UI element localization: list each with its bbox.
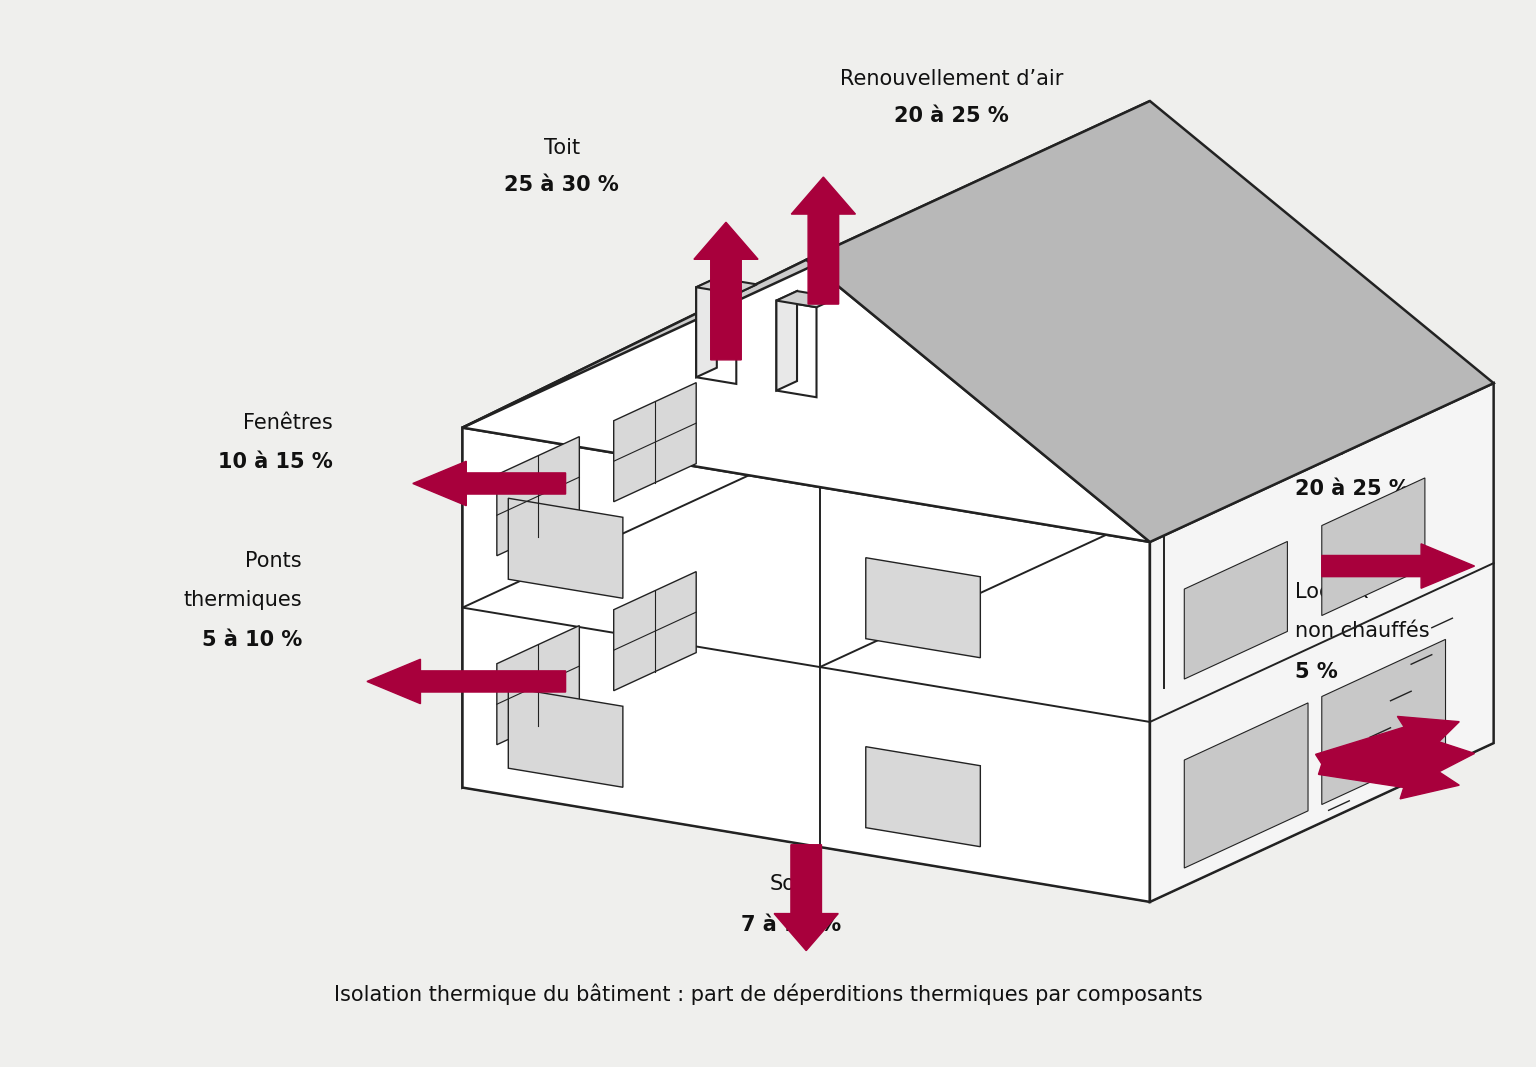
Text: Renouvellement d’air: Renouvellement d’air [840,69,1063,89]
Polygon shape [696,287,736,384]
Polygon shape [496,436,579,556]
Polygon shape [614,572,696,690]
Polygon shape [696,277,717,378]
Polygon shape [614,383,696,501]
Text: thermiques: thermiques [183,590,303,609]
Text: Sols: Sols [770,874,813,894]
FancyArrow shape [1315,716,1459,774]
FancyArrow shape [774,845,839,951]
Text: Murs: Murs [1295,440,1346,460]
FancyArrow shape [1318,753,1459,799]
Polygon shape [866,747,980,847]
Text: 20 à 25 %: 20 à 25 % [1295,479,1410,498]
Polygon shape [776,301,817,397]
Text: 20 à 25 %: 20 à 25 % [894,106,1009,126]
Polygon shape [776,291,797,391]
Polygon shape [462,260,1150,542]
FancyArrow shape [367,659,565,703]
Polygon shape [462,628,1493,902]
Polygon shape [866,558,980,657]
Polygon shape [1322,478,1425,616]
Text: Isolation thermique du bâtiment : part de déperditions thermiques par composants: Isolation thermique du bâtiment : part d… [333,984,1203,1005]
Polygon shape [462,101,1150,428]
Text: 5 à 10 %: 5 à 10 % [201,630,303,650]
Text: 5 %: 5 % [1295,662,1338,682]
Polygon shape [776,291,837,307]
Text: 25 à 30 %: 25 à 30 % [504,175,619,194]
FancyArrow shape [694,222,759,360]
Text: non chauffés: non chauffés [1295,621,1430,641]
Polygon shape [1322,639,1445,805]
Polygon shape [696,277,757,293]
FancyArrow shape [791,177,856,304]
Text: Toit: Toit [544,138,579,158]
Polygon shape [462,269,806,787]
Polygon shape [1150,383,1493,902]
Polygon shape [508,498,624,599]
Text: Locaux: Locaux [1295,583,1369,602]
Polygon shape [462,428,1150,902]
FancyArrow shape [1322,544,1475,588]
Polygon shape [508,687,624,787]
Text: Fenêtres: Fenêtres [243,413,333,433]
Polygon shape [1184,703,1309,869]
FancyArrow shape [413,461,565,506]
Polygon shape [496,625,579,745]
Text: 7 à 10 %: 7 à 10 % [740,914,842,935]
FancyArrow shape [1321,735,1475,779]
Text: Ponts: Ponts [246,551,303,571]
Polygon shape [806,101,1493,542]
Polygon shape [1184,541,1287,679]
Text: 10 à 15 %: 10 à 15 % [218,452,333,472]
